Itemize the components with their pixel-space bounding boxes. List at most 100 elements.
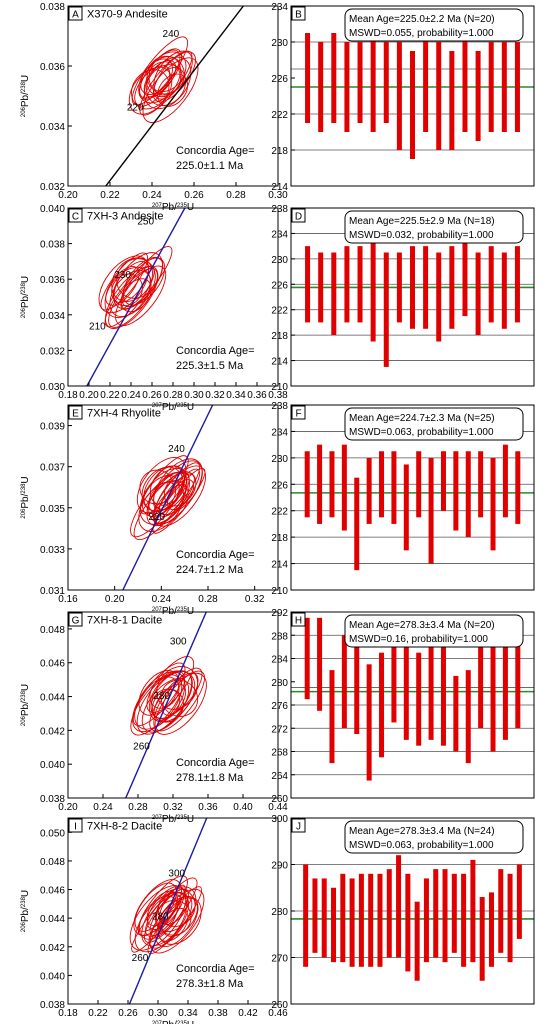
x-axis-label-sup2: 235 (177, 203, 188, 209)
age-error-bar (370, 33, 376, 132)
age-error-bar (304, 451, 310, 518)
y-axis-label-end: U (20, 476, 31, 483)
error-ellipse (162, 667, 203, 716)
y-tick-label: 264 (271, 771, 288, 782)
panel-E: 0.16 0.20 0.24 0.28 0.32 0.031 0.033 0.035 0.037… (20, 404, 279, 617)
x-tick-label: 0.34 (178, 1008, 198, 1019)
y-axis-label-text: 206Pb/238U (20, 276, 31, 318)
panel-G: 0.20 0.24 0.28 0.32 0.36 0.40 0.44 0.038 0.040 0.… (20, 611, 288, 825)
age-error-bar (451, 873, 457, 953)
error-ellipse (152, 51, 196, 103)
y-tick-label: 222 (271, 507, 288, 518)
y-tick-label: 214 (271, 560, 288, 571)
age-error-bar (396, 252, 402, 323)
age-label: 250 (137, 216, 154, 227)
age-label: 230 (114, 270, 131, 281)
age-error-bar (410, 51, 415, 159)
age-error-bar (502, 635, 508, 740)
panel-J: 260 270 280 290 300 J Mean Age=278.3±3.4 Ma (N… (271, 814, 535, 1011)
y-tick-label: 284 (271, 655, 288, 666)
y-axis-label-end: U (20, 276, 31, 283)
panel-title: 7XH-8-2 Dacite (87, 821, 162, 833)
x-axis-label-sup: 207 (152, 203, 163, 209)
age-error-bar (329, 451, 335, 518)
concordia-age-label: Concordia Age= (176, 549, 255, 561)
age-error-bar (317, 617, 323, 711)
mean-age-text: Mean Age=278.3±3.4 Ma (N=20) (349, 620, 495, 631)
y-tick-label: 230 (271, 38, 288, 49)
y-tick-label: 222 (271, 306, 288, 317)
error-ellipse (146, 471, 186, 518)
panel-letter: D (295, 212, 302, 223)
y-tick-label: 0.036 (40, 275, 65, 286)
y-tick-label: 300 (271, 814, 288, 825)
age-error-bar (317, 444, 323, 524)
x-axis-label-text: 207Pb/235U (152, 402, 194, 413)
x-tick-label: 0.32 (245, 594, 265, 605)
age-error-bar (449, 246, 455, 329)
y-axis-label-end: U (20, 890, 31, 897)
y-tick-label: 218 (271, 146, 288, 157)
y-tick-label: 230 (271, 255, 288, 266)
plot-area (125, 612, 207, 798)
plot-frame (67, 5, 279, 187)
age-label: 220 (148, 512, 165, 523)
y-tick-label: 0.048 (40, 857, 65, 868)
age-error-bar (502, 444, 508, 518)
error-ellipse (128, 66, 173, 115)
concordia-curve (125, 612, 207, 798)
age-label: 260 (133, 742, 150, 753)
y-axis-label-sup: 206 (21, 307, 27, 318)
age-error-bar (383, 252, 389, 367)
x-tick-label: 0.22 (100, 190, 120, 201)
x-axis-label-text: 207Pb/235U (152, 1020, 194, 1024)
x-tick-label: 0.28 (163, 390, 183, 401)
age-error-bar (416, 451, 422, 518)
panel-title: 7XH-4 Rhyolite (87, 408, 161, 420)
age-error-bar (354, 477, 360, 571)
error-ellipse (149, 877, 198, 936)
y-axis-label-end: U (20, 684, 31, 691)
error-ellipse (148, 481, 177, 513)
y-tick-label: 276 (271, 701, 288, 712)
error-ellipse (130, 670, 185, 736)
concordia-age-value: 224.7±1.2 Ma (176, 564, 244, 576)
y-tick-label: 0.042 (40, 943, 65, 954)
plot-area (128, 818, 208, 1004)
x-axis-label-sup2: 235 (177, 1021, 188, 1024)
y-tick-label: 218 (271, 331, 288, 342)
y-tick-label: 234 (271, 229, 288, 240)
y-tick-label: 226 (271, 74, 288, 85)
age-error-bar (501, 42, 507, 132)
age-error-bar (516, 864, 522, 939)
concordia-age-label: Concordia Age= (176, 757, 255, 769)
x-axis-label: 207Pb/235U (152, 1020, 194, 1024)
x-tick-label: 0.24 (142, 190, 162, 201)
y-axis-label-text: 206Pb/238U (20, 890, 31, 932)
error-ellipse (141, 891, 189, 947)
y-tick-label: 290 (271, 861, 288, 872)
x-tick-label: 0.46 (268, 1008, 288, 1019)
x-axis-label-main: Pb/ (162, 402, 177, 413)
x-tick-label: 0.32 (205, 390, 225, 401)
age-error-bar (423, 246, 429, 329)
age-label: 210 (89, 321, 106, 332)
x-tick-label: 0.30 (148, 1008, 168, 1019)
age-error-bar (462, 33, 468, 132)
y-tick-label: 226 (271, 280, 288, 291)
age-error-bar (379, 451, 385, 518)
y-tick-label: 0.031 (40, 586, 65, 597)
x-tick-label: 0.42 (238, 1008, 258, 1019)
y-tick-label: 292 (271, 608, 288, 619)
y-tick-label: 0.038 (40, 794, 65, 805)
age-error-bar (391, 635, 397, 723)
panel-letter: I (74, 822, 77, 833)
x-tick-label: 0.20 (58, 190, 78, 201)
y-tick-label: 238 (271, 204, 288, 215)
age-label: 280 (153, 691, 170, 702)
error-ellipse (154, 670, 205, 732)
age-error-bar (341, 635, 347, 729)
x-tick-label: 0.26 (184, 190, 204, 201)
age-error-bar (488, 42, 494, 132)
y-tick-label: 0.044 (40, 693, 65, 704)
